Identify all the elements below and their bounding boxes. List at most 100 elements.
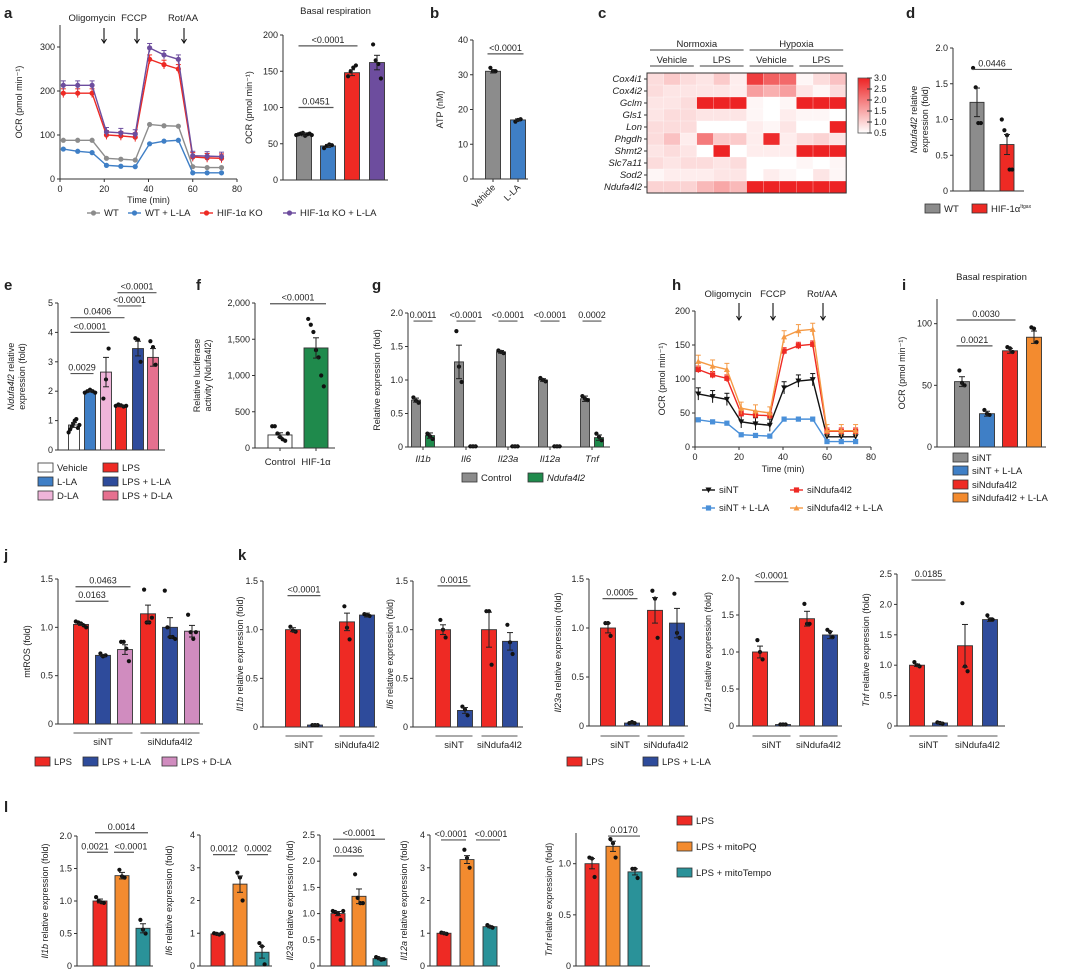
y-tick-label: 100 [40,130,55,140]
p-value-label: 0.0002 [244,844,272,854]
heatmap-cell [746,72,764,86]
bar [496,351,506,448]
heatmap-cell [729,168,748,182]
y-axis-label: OCR (pmol min⁻¹) [897,337,907,410]
bar-group [584,855,600,967]
y-tick-label: 1.5 [879,630,892,640]
data-point [608,837,613,842]
heatmap-cell [729,96,748,110]
data-point [767,433,773,439]
data-point [60,146,66,152]
data-point [430,436,435,442]
arrow-down-icon [101,38,107,45]
data-point [809,326,816,332]
legend-item: LPS [676,815,714,827]
chart-k-il23a: 0 0.5 1.0 1.5 Il23a relative expression (fol… [553,574,688,751]
group-label: siNT [444,740,464,751]
legend-item: siNdufa4l2 [790,485,852,496]
group-label: siNT [294,740,314,751]
heatmap-cell [779,120,797,134]
chart-k-tnf: 0 0.5 1.0 1.5 2.0 2.5 Tnf relative expression … [566,569,1005,768]
y-axis-label-text: relative expression (fold) [385,599,395,700]
legend-label-text: LPS + D-LA [122,491,173,502]
heatmap-cell [746,180,764,194]
data-point [957,368,962,373]
heatmap-cell [829,132,847,146]
legend-swatch [971,203,988,214]
heatmap-cell [713,168,731,182]
legend-swatch [924,203,941,214]
y-tick-label: 4 [48,327,53,337]
data-point [147,141,153,147]
heatmap-cell [729,108,748,122]
heatmap-cell [663,108,681,122]
data-point [103,162,110,168]
bar [210,933,226,967]
x-tick-label: 20 [734,452,744,462]
heatmap-row-label: Shmt2 [615,146,643,157]
y-tick-label: 1.0 [879,660,892,670]
data-point [84,625,89,630]
bar [1002,350,1018,448]
y-tick-label: 0.5 [390,409,403,419]
heatmap-cell [796,168,814,182]
series-hif-1-ko [60,54,225,163]
y-tick-label: 2 [420,896,425,906]
data-point [103,129,110,135]
data-point [75,82,81,88]
p-value-label: <0.0001 [288,585,321,595]
bar-group [822,627,838,727]
chart-b: 0 10 20 30 40 ATP (nM) <0.0001 Vehicle L-LA [435,35,528,210]
y-tick-label: 1.5 [245,576,258,586]
legend-swatch [952,465,969,476]
series-wt-l-la [60,137,225,176]
y-axis-label: Il12a relative expression (fold) [703,592,713,712]
legend-label: LPS + mitoTempo [696,868,771,879]
heatmap-cell [680,120,698,134]
data-point [103,155,110,161]
data-point [342,604,347,609]
legend-label: siNT [719,485,739,496]
data-point [416,400,421,405]
heatmap-cell [763,96,781,110]
data-point [462,847,467,852]
data-point [147,121,153,128]
y-axis-label: Il12a relative expression (fold) [399,840,409,960]
y-tick-label: 0 [729,721,734,731]
series-line [698,378,856,438]
y-tick-label: 0.5 [395,673,408,683]
heatmap-cell [812,144,831,158]
data-point [838,434,845,440]
y-tick-label: 0 [579,721,584,731]
data-point [75,137,81,143]
chart-j: 0 0.5 1.0 1.5 mtROS (fold) 0.0163 0.0463 siNT si… [22,574,232,768]
bar-group [232,870,248,967]
data-point [752,432,759,439]
y-tick-label: 2.5 [879,569,892,579]
bar [73,623,89,725]
y-tick-label: 20 [458,105,468,115]
legend-item: HIF-1αItgax [971,203,1032,215]
data-point [824,438,830,445]
y-tick-label: 300 [40,42,55,52]
p-value-label: 0.0451 [302,97,330,107]
bar [436,932,452,967]
bar-group [485,65,501,180]
condition-header: Normoxia [676,39,717,50]
legend-label-text: siNdufa4l2 [972,480,1017,491]
chart-g: 0 0.5 1.0 1.5 2.0 Relative expression (fold) 0… [372,308,610,484]
heatmap-cell [779,132,797,146]
heatmap-cell [729,144,748,158]
y-tick-label: 1.0 [302,909,315,919]
y-axis-label-text: relative expression (fold) [40,843,50,944]
injection-label: Rot/AA [807,289,838,300]
injection-label: Rot/AA [168,13,199,24]
y-tick-label: 0.5 [245,673,258,683]
p-value-label: 0.0170 [610,825,638,835]
treatment-header: Vehicle [657,55,688,66]
y-tick-label: 1.0 [571,623,584,633]
legend-label: siNT + L-LA [719,503,770,514]
y-tick-label: 0.5 [879,691,892,701]
bar-group [92,895,108,967]
legend-label-text: siNT [972,453,992,464]
